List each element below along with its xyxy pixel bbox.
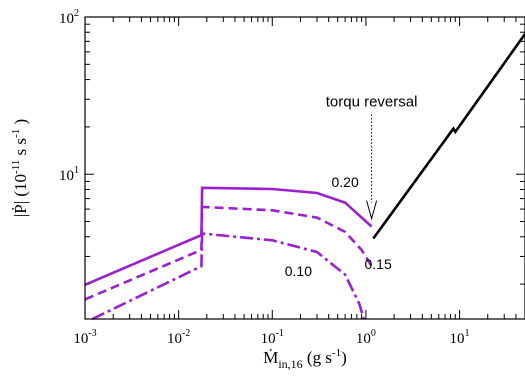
x-tick-label-2: 10-1: [261, 328, 284, 347]
curve-label-2: 0.10: [285, 263, 312, 279]
curve-label-1: 0.15: [364, 256, 391, 272]
plot-frame: [84, 16, 525, 320]
y-tick-label-1: 102: [59, 8, 79, 27]
x-axis-label: Ṁin,16 (g s-1): [263, 347, 347, 371]
x-tick-label-1: 10-2: [167, 328, 190, 347]
annotation-0: torqu reversal: [326, 93, 418, 110]
y-tick-label-0: 101: [59, 165, 79, 184]
x-tick-label-4: 101: [450, 328, 470, 347]
x-tick-label-0: 10-3: [73, 328, 96, 347]
x-tick-label-3: 100: [356, 328, 376, 347]
curve-0-15: [84, 205, 373, 301]
annotation-arrow-head: [366, 200, 378, 221]
annotations: torqu reversal 0.20 0.15 0.10: [285, 93, 418, 279]
axis-ticks: [84, 16, 525, 319]
tick-labels: 10-3 10-2 10-1 100 101 101 102: [59, 8, 470, 347]
curve-label-0: 0.20: [332, 174, 359, 190]
y-axis-label: |Ṗ| (10-11 s s-1 ): [10, 119, 30, 217]
curve-0-20: [84, 186, 373, 286]
curve-observed: [372, 33, 525, 240]
curves: [84, 33, 525, 321]
curve-0-10: [91, 232, 366, 321]
